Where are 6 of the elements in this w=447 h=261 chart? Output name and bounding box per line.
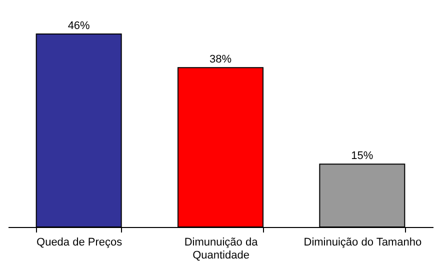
data-label: 15% [351, 150, 374, 162]
x-tick-label: Diminuição do Tamanho [304, 236, 422, 248]
x-tick-label: Dimunuição da Quantidade [184, 236, 259, 261]
x-tick-label: Queda de Preços [36, 236, 123, 248]
data-label: 46% [68, 20, 90, 32]
data-label: 38% [209, 54, 232, 66]
